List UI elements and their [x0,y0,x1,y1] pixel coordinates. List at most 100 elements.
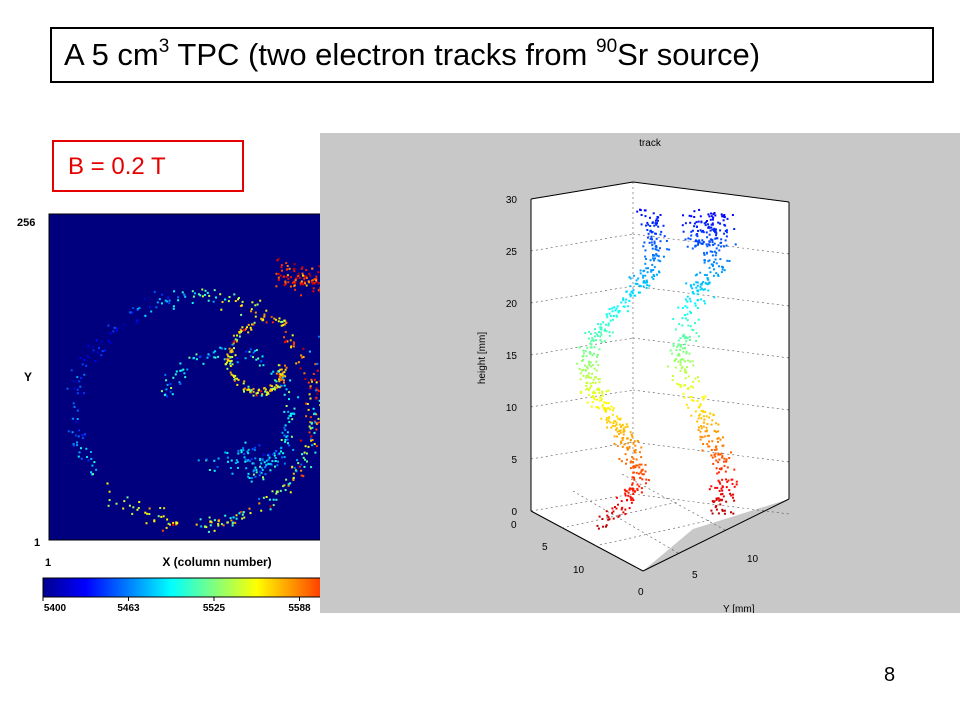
projection-point [224,347,227,350]
track-point [655,253,658,256]
projection-point [207,530,210,533]
track-point [701,395,704,398]
projection-point [153,290,156,293]
track-point [686,366,688,369]
projection-point [297,462,300,465]
projection-point [284,424,287,427]
projection-point [269,388,272,391]
projection-point [71,431,74,434]
track-point [714,446,717,449]
track-point [691,291,694,293]
projection-point [176,522,179,525]
projection-point [244,458,247,461]
projection-point [236,361,239,364]
track-point [586,387,589,390]
track-point [609,319,612,322]
projection-point [235,517,238,520]
track-point [686,313,689,316]
track-point [618,458,621,460]
projection-point [276,453,279,456]
track-point [592,381,594,384]
projection-point [300,294,302,297]
track-point [718,458,721,461]
track-point [699,271,702,274]
track-point [668,248,671,251]
track-point [696,281,699,284]
track-point [632,442,635,445]
track-point [702,396,705,399]
track-point [588,360,591,363]
projection-point [263,461,266,464]
projection-point [285,436,288,438]
projection-point [175,370,178,373]
track-point [598,348,601,351]
projection-point [165,526,168,529]
projection-point [94,360,97,363]
projection-point [303,465,306,468]
track-point [653,240,656,243]
track-point [713,242,716,245]
projection-point [271,460,274,463]
y-axis-label-3d: Y [mm] [723,604,755,613]
projection-point [224,514,227,517]
track-point [607,417,610,420]
projection-point [258,497,261,500]
track-point [685,371,688,374]
track-point [621,445,624,448]
track-point [631,292,634,295]
projection-point [253,446,256,449]
projection-point [121,326,124,329]
projection-point [247,385,250,388]
track-point [683,334,685,337]
track-point [605,510,608,513]
projection-point [280,266,283,269]
track-point [692,380,695,383]
track-point [679,385,682,388]
projection-point [226,367,229,370]
track-point [689,338,691,341]
track-point [711,512,714,515]
track-point [721,493,724,495]
track-point [657,255,660,258]
track-point [593,367,596,370]
projection-point [80,447,82,450]
track-point [642,270,645,273]
track-point [595,339,597,342]
track-point [581,360,584,362]
projection-point [271,490,274,493]
track-point [636,283,639,285]
track-point [622,297,625,300]
track-point [649,229,652,232]
projection-point [228,347,231,350]
projection-point [287,484,290,487]
projection-point [167,296,170,299]
track-point [685,403,688,406]
projection-point [318,380,321,383]
track-point [708,488,711,491]
track-point [701,449,704,452]
track-point [701,282,703,285]
projection-point [76,418,79,420]
projection-point [250,308,253,311]
track-point [713,250,716,253]
track-point [691,328,694,331]
projection-point [137,507,140,509]
projection-point [263,315,266,318]
track-point [645,224,647,227]
track-point [588,393,590,396]
track-point [654,245,657,248]
grid-line [530,441,634,460]
track-point [700,220,703,223]
projection-point [230,519,233,522]
track-point [615,421,618,424]
track-point [602,321,604,324]
track-point [640,456,643,459]
track-3d-panel: 0 5 10 15 20 25 30 0 5 10 0 5 10 track height [mm] Y… [320,133,960,615]
track-point [646,229,649,231]
track-point [679,337,682,340]
projection-point [255,471,258,474]
projection-point [76,388,79,391]
track-point [631,290,634,293]
track-point [709,412,712,415]
